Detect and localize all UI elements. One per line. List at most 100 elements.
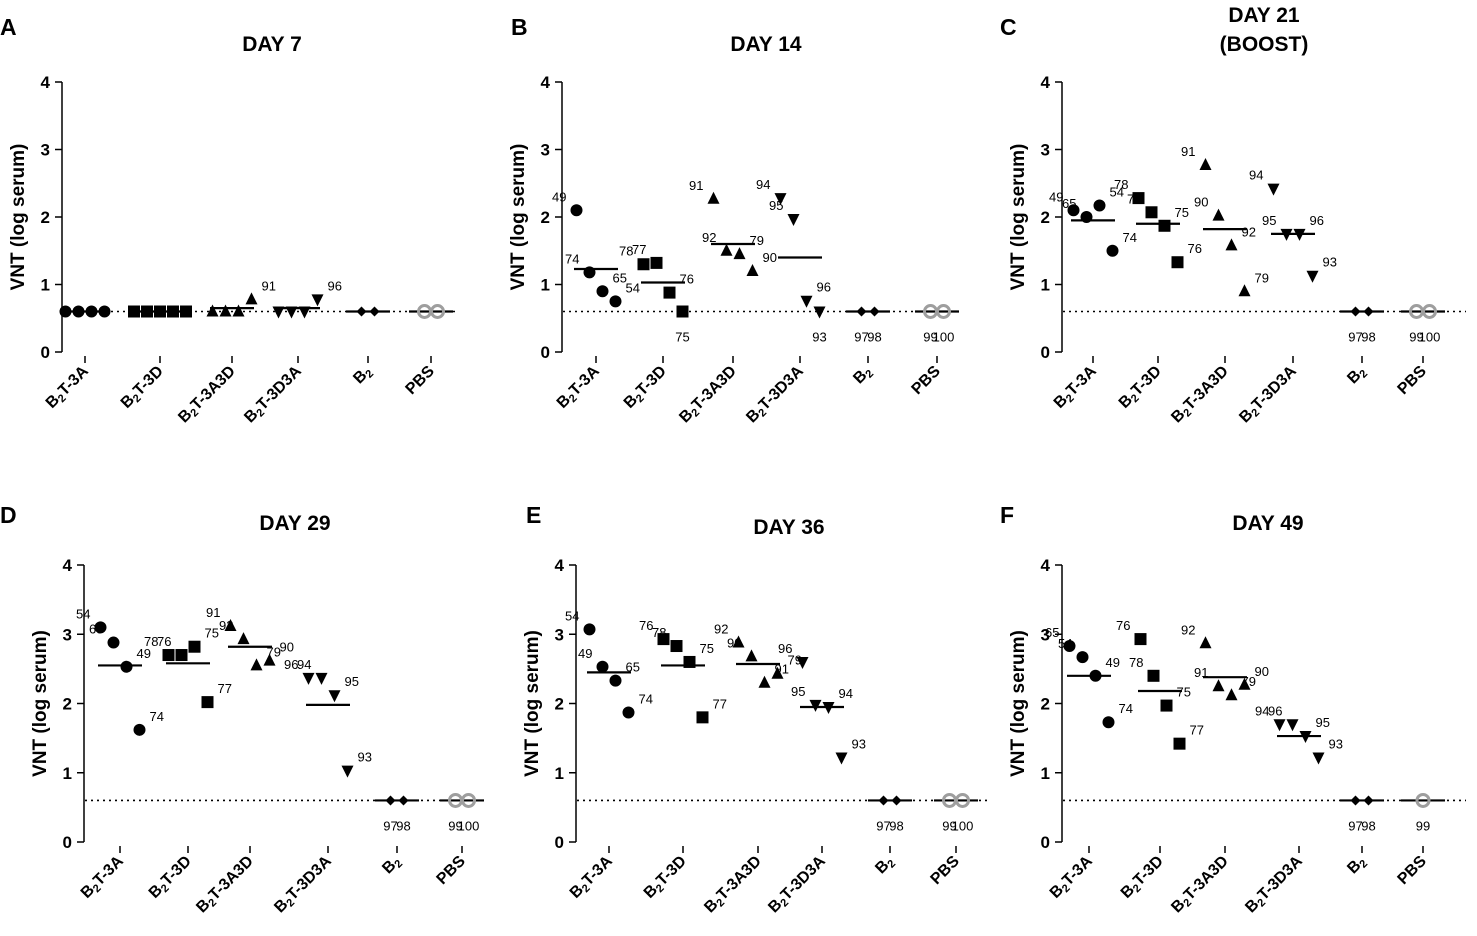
data-point (720, 243, 733, 256)
x-tick-label: B2 (850, 363, 876, 389)
data-point (128, 305, 140, 318)
data-point (1306, 270, 1319, 283)
data-point (707, 191, 720, 204)
point-label: 76 (157, 634, 171, 649)
data-point (298, 306, 311, 319)
data-point (315, 672, 328, 685)
data-point (1415, 792, 1431, 808)
data-point (774, 193, 787, 206)
data-point (732, 635, 745, 648)
data-point (787, 214, 800, 227)
point-label: 97 (383, 818, 397, 833)
data-point (1299, 731, 1312, 744)
point-label: 65 (89, 622, 103, 637)
panel-letter: C (1000, 14, 1017, 40)
data-point (356, 306, 367, 317)
data-point (1212, 679, 1225, 692)
panel-title: (BOOST) (1220, 33, 1309, 56)
panel-title: DAY 36 (753, 516, 824, 539)
data-point (85, 305, 98, 318)
x-tick-label: B2T-3D (146, 853, 196, 903)
point-label: 96 (328, 278, 342, 293)
x-tick-label: B2T-3A3D (193, 853, 258, 918)
y-tick-label: 1 (1041, 276, 1050, 295)
data-point (461, 792, 476, 808)
y-tick-label: 1 (541, 276, 550, 295)
x-tick-label: B2 (872, 853, 898, 879)
x-tick-label: B2T-3A (78, 852, 129, 903)
panel-letter: B (511, 14, 528, 40)
x-tick-label: PBS (928, 853, 964, 889)
panel-letter: E (526, 502, 541, 528)
point-label: 91 (1194, 665, 1208, 680)
point-label: 99 (1409, 330, 1423, 345)
point-label: 98 (1361, 330, 1375, 345)
point-label: 76 (639, 618, 653, 633)
x-tick-label: B2T-3A (1051, 362, 1102, 413)
y-tick-label: 3 (1041, 625, 1050, 644)
data-point (622, 706, 635, 719)
y-tick-label: 0 (541, 343, 550, 362)
data-point (856, 306, 867, 317)
x-tick-label: B2 (379, 853, 405, 879)
point-label: 77 (713, 696, 727, 711)
data-point (796, 656, 809, 669)
point-label: 93 (1323, 255, 1337, 270)
data-point (94, 621, 107, 634)
y-tick-label: 4 (63, 556, 73, 575)
point-label: 99 (942, 818, 956, 833)
point-label: 92 (714, 622, 728, 637)
data-point (1147, 669, 1160, 682)
point-label: 74 (565, 251, 579, 266)
point-label: 100 (933, 330, 955, 345)
point-label: 98 (396, 818, 410, 833)
point-label: 75 (675, 330, 689, 345)
point-label: 90 (727, 635, 741, 650)
x-tick-label: B2T-3D (1116, 363, 1166, 413)
y-tick-label: 4 (541, 73, 551, 92)
y-tick-label: 1 (41, 276, 50, 295)
data-point (758, 675, 771, 688)
point-label: 49 (578, 646, 592, 661)
x-tick-label: B2T-3A3D (1168, 363, 1233, 428)
point-label: 93 (852, 737, 866, 752)
point-label: 100 (1419, 330, 1441, 345)
y-tick-label: 2 (1041, 208, 1050, 227)
point-label: 92 (219, 618, 233, 633)
data-point (1312, 752, 1325, 765)
point-label: 77 (632, 242, 646, 257)
data-point (1225, 688, 1238, 701)
y-tick-label: 0 (1041, 343, 1050, 362)
point-label: 65 (613, 270, 627, 285)
x-tick-label: B2T-3A (43, 362, 94, 413)
point-label: 91 (262, 278, 276, 293)
point-label: 54 (1058, 636, 1072, 651)
data-point (583, 623, 596, 636)
data-point (398, 795, 409, 806)
data-point (72, 305, 85, 318)
point-label: 65 (1062, 196, 1076, 211)
data-point (1076, 651, 1089, 664)
x-tick-label: PBS (403, 363, 439, 399)
point-label: 96 (778, 641, 792, 656)
point-label: 90 (763, 250, 777, 265)
data-point (596, 285, 609, 298)
y-tick-label: 4 (41, 73, 51, 92)
data-point (936, 304, 951, 319)
point-label: 77 (1190, 723, 1204, 738)
data-point (1171, 256, 1184, 269)
data-point (167, 305, 179, 318)
data-point (341, 765, 354, 778)
x-tick-label: B2T-3A (554, 362, 605, 413)
x-tick-label: PBS (1395, 853, 1431, 889)
y-tick-label: 3 (41, 141, 50, 160)
data-point (1225, 238, 1238, 251)
x-tick-label: B2T-3D (1118, 853, 1168, 903)
data-point (878, 795, 889, 806)
data-point (175, 649, 188, 662)
x-tick-label: B2T-3D (118, 363, 168, 413)
x-tick-label: B2T-3D3A (1236, 362, 1301, 427)
point-label: 76 (1116, 618, 1130, 633)
data-point (813, 306, 826, 319)
